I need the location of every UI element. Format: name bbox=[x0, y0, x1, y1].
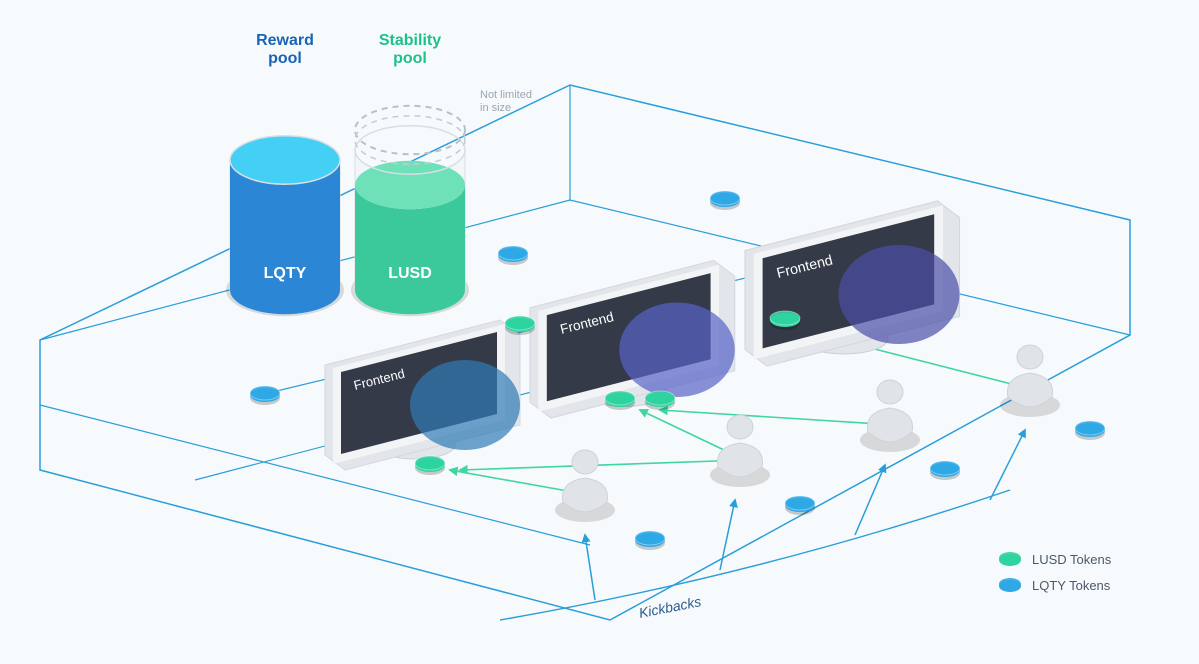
legend: LUSD Tokens LQTY Tokens bbox=[999, 552, 1112, 593]
token bbox=[250, 386, 280, 405]
legend-item: LQTY Tokens bbox=[999, 578, 1111, 593]
pool-cylinder: LQTY bbox=[226, 136, 344, 316]
user-icon bbox=[710, 415, 770, 487]
pools: LQTY LUSD bbox=[226, 106, 469, 316]
pool-label: LUSD bbox=[388, 265, 432, 282]
pool-label: LQTY bbox=[264, 265, 307, 282]
token bbox=[785, 496, 815, 515]
token bbox=[498, 246, 528, 265]
token bbox=[605, 391, 635, 410]
token bbox=[770, 311, 800, 330]
kickbacks-label: Kickbacks bbox=[638, 593, 703, 621]
token bbox=[645, 391, 675, 410]
reward-pool-title: Rewardpool bbox=[256, 32, 314, 67]
token bbox=[930, 461, 960, 480]
token bbox=[415, 456, 445, 475]
user-icon bbox=[860, 380, 920, 452]
frontend-monitor: Frontend bbox=[745, 201, 960, 366]
frontend-monitor: Frontend bbox=[325, 320, 520, 470]
legend-label: LUSD Tokens bbox=[1032, 552, 1112, 567]
not-limited-note: Not limitedin size bbox=[480, 89, 532, 114]
stability-pool-title: Stabilitypool bbox=[379, 32, 441, 67]
token bbox=[505, 316, 535, 335]
legend-label: LQTY Tokens bbox=[1032, 578, 1111, 593]
legend-item: LUSD Tokens bbox=[999, 552, 1112, 567]
user-icon bbox=[1000, 345, 1060, 417]
token bbox=[710, 191, 740, 210]
token bbox=[635, 531, 665, 550]
user-icon bbox=[555, 450, 615, 522]
pool-cylinder: LUSD bbox=[351, 106, 469, 316]
token bbox=[1075, 421, 1105, 440]
